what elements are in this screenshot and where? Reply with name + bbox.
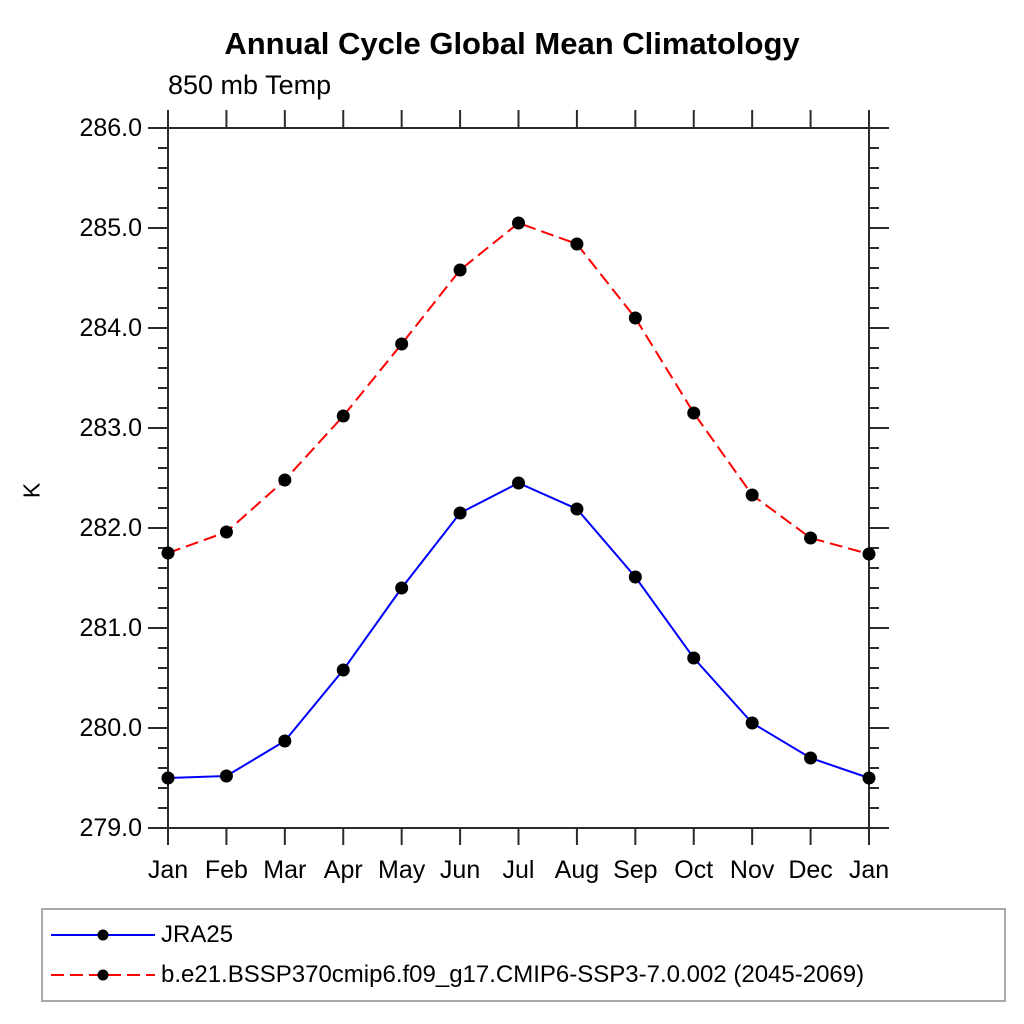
- x-tick-label: Oct: [674, 856, 713, 884]
- x-tick-label: Aug: [555, 856, 599, 884]
- data-point-marker: [628, 570, 642, 584]
- data-point-marker: [745, 716, 759, 730]
- data-point-marker: [862, 771, 876, 785]
- data-point-marker: [687, 406, 701, 420]
- x-tick-label: Apr: [324, 856, 363, 884]
- legend-item-jra25: JRA25: [43, 921, 1004, 949]
- data-point-marker: [161, 771, 175, 785]
- y-tick-label: 285.0: [79, 214, 142, 242]
- y-tick-label: 284.0: [79, 314, 142, 342]
- legend-line-solid-icon: [51, 929, 155, 941]
- data-point-marker: [512, 216, 525, 230]
- x-tick-label: Nov: [730, 856, 775, 884]
- series-jra25: [161, 476, 876, 785]
- x-tick-label: May: [378, 856, 426, 884]
- x-tick-label: Feb: [205, 856, 248, 884]
- x-axis-ticks: Jan Feb Mar Apr May Jun Jul Aug Sep Oct Nov Dec Jan: [148, 110, 889, 884]
- data-point-marker: [570, 237, 584, 251]
- legend-label-jra25: JRA25: [161, 921, 234, 949]
- data-point-marker: [453, 263, 467, 277]
- x-tick-label: Jan: [148, 856, 188, 884]
- x-tick-label: Mar: [263, 856, 306, 884]
- x-tick-label: Jun: [440, 856, 480, 884]
- data-point-marker: [161, 546, 175, 560]
- legend-label-cmip6: b.e21.BSSP370cmip6.f09_g17.CMIP6-SSP3-7.…: [161, 960, 865, 988]
- y-tick-label: 283.0: [79, 414, 142, 442]
- y-tick-label: 280.0: [79, 714, 142, 742]
- data-point-marker: [687, 651, 701, 665]
- chart-subtitle: 850 mb Temp: [168, 70, 332, 100]
- data-point-marker: [219, 769, 233, 783]
- data-point-marker: [804, 751, 818, 765]
- data-point-marker: [512, 476, 525, 490]
- y-axis-ticks: 279.0 280.0 281.0 282.0 283.0 284.0 285.0 286.0: [79, 114, 889, 842]
- series-cmip6: [161, 216, 876, 561]
- data-point-marker: [570, 502, 584, 516]
- y-tick-label: 281.0: [79, 614, 142, 642]
- legend-line-dashed-icon: [51, 969, 155, 981]
- chart-title: Annual Cycle Global Mean Climatology: [224, 26, 800, 61]
- data-point-marker: [862, 547, 876, 561]
- data-point-marker: [219, 525, 233, 539]
- legend: JRA25 b.e21.BSSP370cmip6.f09_g17.CMIP6-S…: [41, 908, 1006, 1002]
- data-point-marker: [453, 506, 467, 520]
- legend-item-cmip6: b.e21.BSSP370cmip6.f09_g17.CMIP6-SSP3-7.…: [43, 961, 1004, 989]
- x-tick-label: Sep: [613, 856, 657, 884]
- data-point-marker: [336, 409, 350, 423]
- y-tick-label: 282.0: [79, 514, 142, 542]
- plot-area: 279.0 280.0 281.0 282.0 283.0 284.0 285.0 286.0…: [79, 110, 889, 884]
- x-tick-label: Jul: [503, 856, 535, 884]
- x-tick-label: Dec: [788, 856, 832, 884]
- x-tick-label: Jan: [849, 856, 889, 884]
- data-point-marker: [395, 581, 409, 595]
- data-point-marker: [628, 311, 642, 325]
- data-point-marker: [745, 488, 759, 502]
- data-point-marker: [278, 734, 292, 748]
- data-point-marker: [336, 663, 350, 677]
- data-point-marker: [278, 473, 292, 487]
- y-tick-label: 286.0: [79, 114, 142, 142]
- y-tick-label: 279.0: [79, 814, 142, 842]
- series-line: [167, 221, 870, 555]
- data-point-marker: [804, 531, 818, 545]
- series-line: [167, 481, 870, 779]
- data-point-marker: [395, 337, 409, 351]
